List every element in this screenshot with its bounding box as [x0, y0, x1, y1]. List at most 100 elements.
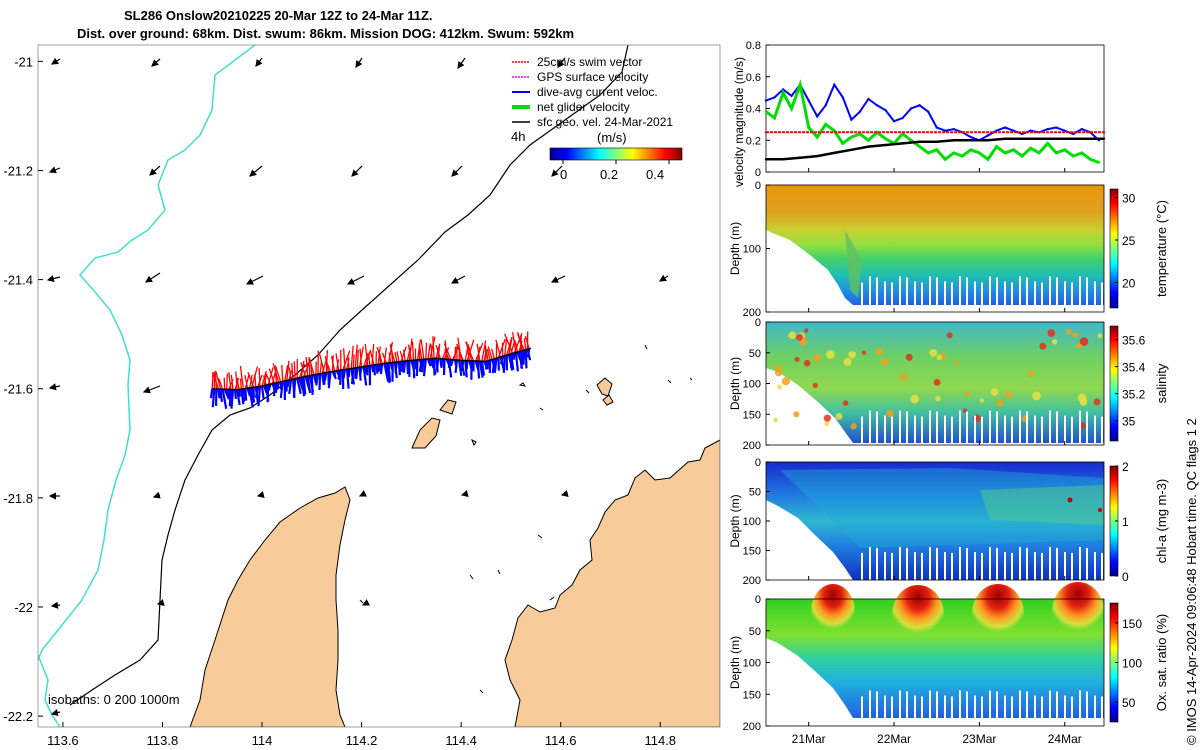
chla-section: [766, 462, 1104, 580]
salinity-patch: [1079, 422, 1086, 429]
velocity-point: [1063, 148, 1066, 151]
velocity-point: [773, 96, 776, 99]
swim-vector: [484, 346, 489, 361]
current-vector: [379, 363, 384, 375]
y-tick-label: -22: [14, 600, 33, 615]
depth-ylabel: Depth (m): [728, 357, 742, 410]
velocity-point: [1097, 161, 1101, 164]
swim-vector: [408, 338, 413, 361]
salinity-patch: [990, 388, 999, 396]
colorbar: [1109, 325, 1119, 442]
velocity-point: [884, 108, 887, 112]
swim-vector: [437, 343, 441, 359]
salinity-patch: [996, 399, 1004, 407]
velocity-point: [1020, 137, 1024, 140]
swim-vector: [354, 344, 358, 368]
current-vector: [302, 376, 307, 395]
velocity-point: [1003, 126, 1007, 129]
swim-vector: [212, 372, 220, 390]
current-vector: [502, 355, 506, 373]
velocity-point: [1012, 148, 1015, 151]
isobath-1000m: [38, 45, 256, 661]
salinity-patch: [824, 421, 830, 427]
velocity-point: [952, 139, 955, 142]
salinity-patch: [1066, 328, 1072, 335]
swim-vector: [369, 349, 375, 366]
swim-vector: [293, 361, 296, 379]
velocity-point: [918, 104, 921, 107]
velocity-point: [867, 97, 870, 101]
velocity-point: [875, 104, 879, 107]
salinity-patch: [835, 412, 843, 420]
colorbar-label: temperature (°C): [1154, 200, 1169, 297]
swim-vector: [218, 378, 224, 390]
current-vector: [274, 382, 278, 394]
oxygen-section: [766, 582, 1104, 718]
current-vector: [267, 383, 272, 391]
swim-vector: [508, 337, 513, 355]
speed-colorbar: (m/s) 0 0.2 0.4: [549, 130, 683, 182]
swim-vector: [352, 354, 355, 369]
current-vector: [460, 360, 465, 372]
colorbar-tick: 0: [560, 167, 567, 182]
swim-vector: [432, 336, 435, 359]
current-vector: [454, 359, 459, 374]
y-tick-label: -21: [14, 54, 33, 69]
current-vector: [288, 379, 293, 395]
current-vector: [364, 366, 368, 374]
swim-vector: [456, 343, 464, 361]
salinity-patch: [1047, 329, 1056, 337]
velocity-point: [841, 142, 845, 145]
salinity-patch: [773, 417, 779, 423]
depth-tick-label: 0: [755, 457, 761, 469]
swim-vector: [363, 353, 369, 367]
swim-vector: [335, 353, 340, 371]
velocity-point: [986, 134, 990, 137]
current-vector: [522, 350, 526, 365]
swim-vector: [291, 363, 294, 380]
current-vector: [362, 366, 368, 386]
swim-vector: [300, 362, 307, 377]
current-vector: [327, 371, 332, 389]
salinity-patch: [788, 331, 797, 340]
salinity-patch: [946, 332, 953, 339]
velocity-point: [952, 151, 955, 155]
velocity-point: [918, 140, 921, 144]
legend-label: 25cm/s swim vector: [537, 55, 642, 69]
swim-vector: [511, 332, 517, 353]
x-tick-label: 113.6: [47, 733, 79, 748]
current-vector: [447, 359, 452, 369]
track-line: [212, 347, 531, 391]
y-tick-label: -21.2: [3, 163, 33, 178]
current-vector: [372, 364, 377, 376]
swim-vector: [321, 360, 327, 374]
salinity-patch: [875, 348, 883, 356]
swim-vector: [399, 350, 404, 362]
depth-tick-label: 150: [743, 546, 761, 558]
velocity-point: [1046, 127, 1049, 131]
swim-vector: [486, 348, 491, 361]
current-vector: [296, 378, 302, 394]
glider-track: [209, 331, 532, 409]
swim-vector: [383, 347, 387, 364]
velocity-series-line: [765, 82, 1100, 142]
velocity-point: [978, 151, 981, 155]
map-axes: 113.6 113.8 114 114.2 114.4 114.6 114.8 -21 -21.…: [3, 54, 676, 748]
velocity-point: [986, 158, 990, 161]
salinity-patch: [933, 378, 941, 386]
velocity-point: [995, 145, 998, 148]
swim-vector: [265, 373, 271, 385]
current-vector: [406, 360, 410, 375]
salinity-patch: [1032, 391, 1041, 401]
salinity-patch: [1027, 370, 1034, 378]
x-tick-label: 114.8: [644, 733, 676, 748]
swim-vector: [411, 341, 415, 361]
salinity-patch: [899, 373, 908, 381]
salinity-patch: [793, 411, 800, 418]
current-vector: [510, 353, 514, 369]
salinity-patch: [1004, 391, 1012, 399]
salinity-patch: [935, 395, 941, 402]
salinity-section: [766, 322, 1104, 443]
colorbar-tick-label: 35: [1122, 415, 1136, 429]
velocity-point: [1089, 137, 1092, 140]
